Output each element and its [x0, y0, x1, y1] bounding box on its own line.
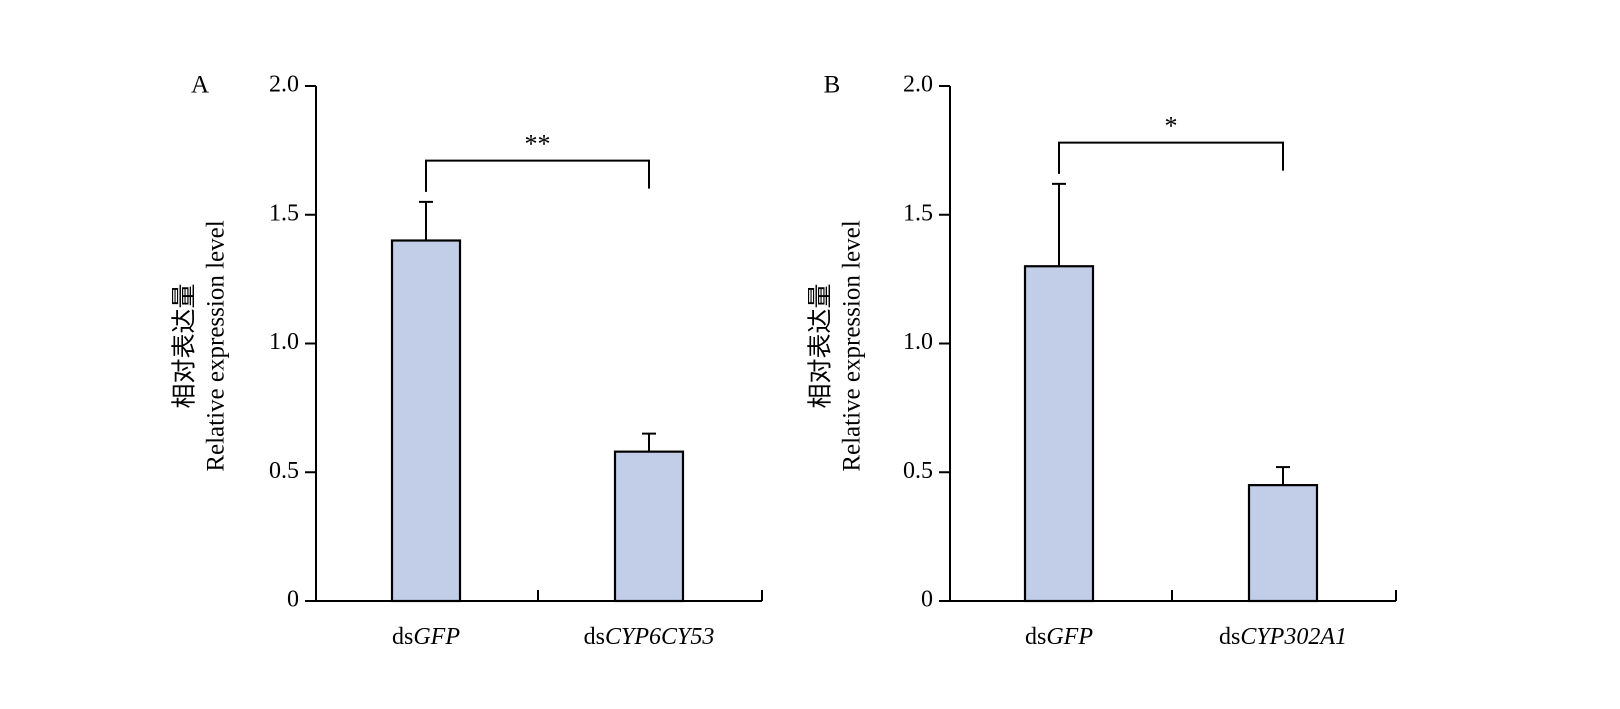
significance-marker: * [1165, 112, 1178, 141]
y-axis-label-en: Relative expression level [839, 220, 866, 471]
y-tick-label: 2.0 [269, 72, 299, 98]
y-tick-label: 1.0 [903, 329, 933, 355]
bar [390, 239, 462, 603]
y-tick-label: 0.5 [269, 458, 299, 484]
significance-marker: ** [525, 130, 551, 159]
bar [1023, 265, 1095, 603]
x-category-label: dsCYP6CY53 [584, 624, 715, 650]
x-category-label: dsGFP [1025, 624, 1093, 650]
significance-bracket [1058, 141, 1284, 174]
bar [1247, 484, 1319, 603]
significance-bracket [425, 159, 650, 192]
x-category-label: dsGFP [392, 624, 460, 650]
y-axis-label-cn: 相对表达量 [807, 283, 835, 408]
y-tick-label: 1.0 [269, 329, 299, 355]
panel-label: A [191, 72, 209, 99]
y-tick-label: 2.0 [903, 72, 933, 98]
x-category-label: dsCYP302A1 [1219, 624, 1347, 650]
y-tick-label: 1.5 [269, 200, 299, 226]
chart-panel-a: A 0 0.5 1.0 1.5 2.0 dsGFP dsCYP6CY53 ** 相对表达量 Rela… [171, 72, 763, 650]
y-tick-label: 1.5 [903, 200, 933, 226]
bar [613, 450, 685, 603]
y-tick-label: 0 [287, 587, 299, 613]
chart-panel-b: B 0 0.5 1.0 1.5 2.0 dsGFP dsCYP302A1 * 相对表达量 Relat… [807, 72, 1397, 650]
y-axis-label-en: Relative expression level [203, 220, 230, 471]
y-axis-label-cn: 相对表达量 [171, 283, 199, 408]
panel-label: B [824, 72, 841, 99]
y-tick-label: 0.5 [903, 458, 933, 484]
y-tick-label: 0 [921, 587, 933, 613]
